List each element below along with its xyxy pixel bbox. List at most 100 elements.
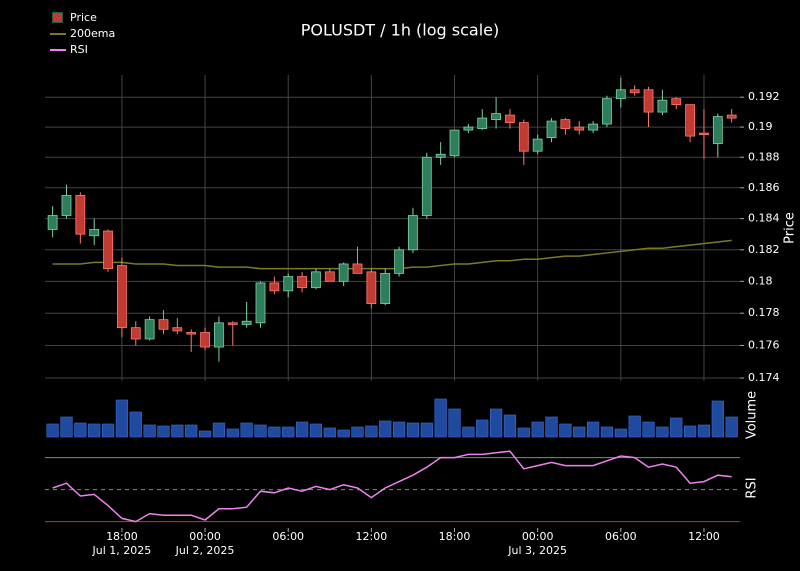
legend-label: RSI	[70, 43, 88, 56]
candle-body	[615, 89, 626, 100]
ema-line	[52, 239, 732, 270]
candle-body	[47, 215, 58, 230]
y-tick-label: 0.186	[748, 181, 780, 194]
candle-body	[61, 195, 72, 216]
volume-bar	[60, 416, 73, 438]
volume-bar	[185, 424, 198, 438]
volume-bar	[586, 421, 600, 438]
volume-bar	[656, 426, 669, 438]
volume-bar	[46, 423, 59, 438]
volume-bar	[337, 429, 350, 438]
candle-body	[532, 138, 543, 152]
volume-bar	[101, 423, 115, 438]
candle-body	[338, 263, 349, 282]
candle-body	[352, 263, 363, 274]
candle-body	[380, 273, 391, 305]
y-axis-label: Price	[783, 212, 798, 244]
volume-bar	[379, 420, 392, 438]
volume-bar	[517, 427, 530, 438]
candle-body	[214, 322, 224, 348]
volume-bar	[545, 416, 558, 438]
volume-bar	[351, 426, 364, 438]
legend-label: 200ema	[70, 27, 115, 40]
volume-bar	[642, 421, 655, 438]
candle-body	[255, 282, 266, 324]
volume-bar	[559, 423, 572, 438]
candle-body	[394, 249, 404, 274]
volume-bar	[171, 424, 184, 438]
candle-body	[186, 332, 197, 335]
candle-body	[602, 98, 612, 125]
candle-body	[283, 276, 294, 292]
rsi-line	[52, 450, 732, 523]
volume-bar	[448, 408, 461, 438]
volume-bar	[295, 421, 309, 438]
volume-bar	[198, 430, 212, 438]
candle-body	[366, 271, 377, 305]
candle-body	[75, 195, 86, 235]
x-tick-label: 00:00	[522, 530, 554, 543]
y-tick-label: 0.174	[748, 371, 780, 384]
candle-body	[227, 322, 238, 325]
y-tick-label: 0.178	[748, 306, 780, 319]
volume-bar	[254, 424, 267, 438]
chart-title: POLUSDT / 1h (log scale)	[301, 21, 499, 40]
volume-bar	[212, 422, 226, 438]
candle-body	[158, 319, 169, 330]
candle-body	[671, 98, 682, 106]
date-label: Jul 1, 2025	[92, 544, 152, 557]
x-tick-label: 12:00	[688, 530, 720, 543]
y-axis-label: RSI	[745, 477, 760, 498]
volume-bar	[573, 426, 586, 438]
volume-bar	[143, 424, 156, 438]
volume-bar	[406, 422, 420, 438]
candle-body	[200, 332, 210, 348]
x-tick-label: 18:00	[106, 530, 138, 543]
candle-body	[491, 113, 501, 120]
candle-body	[726, 114, 737, 119]
candle-body	[657, 99, 668, 113]
y-tick-label: 0.19	[748, 120, 773, 133]
candle-body	[699, 132, 709, 135]
candle-body	[518, 122, 529, 152]
date-label: Jul 3, 2025	[507, 544, 567, 557]
candle-body	[560, 119, 571, 129]
candle-body	[297, 276, 307, 289]
candle-body	[505, 114, 515, 123]
x-tick-label: 18:00	[439, 530, 471, 543]
candle-body	[588, 123, 599, 131]
candle-body	[130, 327, 141, 340]
volume-bar	[614, 428, 627, 438]
candle-body	[477, 117, 488, 129]
candle-body	[643, 89, 654, 113]
candle-body	[408, 215, 418, 251]
volume-bar	[240, 422, 253, 438]
volume-bar	[628, 415, 641, 438]
candle-body	[103, 230, 113, 270]
volume-bar	[88, 423, 101, 438]
candle-body	[117, 265, 127, 329]
y-tick-label: 0.176	[748, 338, 780, 351]
volume-bar	[157, 425, 170, 438]
x-tick-label: 06:00	[605, 530, 637, 543]
y-tick-label: 0.192	[748, 90, 780, 103]
y-tick-label: 0.182	[748, 243, 780, 256]
volume-bar	[476, 419, 489, 438]
legend-label: Price	[70, 11, 97, 24]
candle-body	[574, 126, 585, 131]
candle-body	[629, 89, 640, 94]
candle-body	[324, 271, 335, 282]
x-tick-label: 12:00	[356, 530, 388, 543]
candle-body	[449, 129, 460, 157]
candle-body	[685, 104, 696, 137]
volume-bar	[323, 427, 336, 438]
volume-bar	[697, 424, 711, 438]
candle-body	[311, 271, 321, 289]
y-tick-label: 0.184	[748, 212, 780, 225]
candle-body	[712, 116, 723, 145]
volume-bar	[503, 414, 517, 438]
x-tick-label: 06:00	[272, 530, 304, 543]
volume-bar	[683, 425, 697, 438]
volume-bar	[268, 426, 281, 438]
